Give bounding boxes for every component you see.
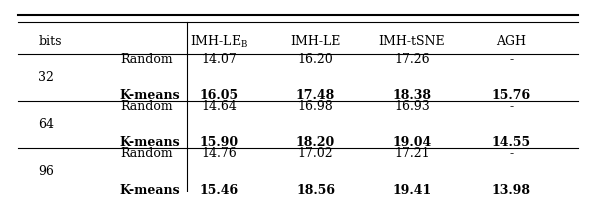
Text: 14.64: 14.64 (201, 100, 237, 113)
Text: 16.20: 16.20 (297, 53, 333, 66)
Text: 96: 96 (38, 165, 54, 179)
Text: 18.56: 18.56 (296, 184, 335, 197)
Text: IMH-LE$_\mathregular{B}$: IMH-LE$_\mathregular{B}$ (190, 34, 249, 50)
Text: 18.20: 18.20 (296, 136, 335, 150)
Text: bits: bits (38, 35, 61, 48)
Text: 32: 32 (38, 71, 54, 84)
Text: 19.04: 19.04 (392, 136, 432, 150)
Text: -: - (509, 147, 513, 160)
Text: 64: 64 (38, 118, 54, 131)
Text: 15.90: 15.90 (200, 136, 239, 150)
Text: -: - (509, 100, 513, 113)
Text: IMH-tSNE: IMH-tSNE (378, 35, 445, 48)
Text: K-means: K-means (120, 136, 181, 150)
Text: 16.93: 16.93 (394, 100, 430, 113)
Text: IMH-LE: IMH-LE (290, 35, 341, 48)
Text: K-means: K-means (120, 184, 181, 197)
Text: 17.02: 17.02 (298, 147, 333, 160)
Text: 13.98: 13.98 (492, 184, 530, 197)
Text: K-means: K-means (120, 89, 181, 102)
Text: 17.48: 17.48 (296, 89, 335, 102)
Text: 19.41: 19.41 (392, 184, 432, 197)
Text: 17.26: 17.26 (394, 53, 430, 66)
Text: 15.76: 15.76 (492, 89, 531, 102)
Text: 17.21: 17.21 (394, 147, 430, 160)
Text: 16.05: 16.05 (200, 89, 239, 102)
Text: 14.07: 14.07 (201, 53, 237, 66)
Text: Random: Random (120, 100, 172, 113)
Text: 16.98: 16.98 (297, 100, 333, 113)
Text: 18.38: 18.38 (392, 89, 432, 102)
Text: 14.55: 14.55 (492, 136, 531, 150)
Text: Random: Random (120, 53, 172, 66)
Text: Random: Random (120, 147, 172, 160)
Text: 15.46: 15.46 (200, 184, 239, 197)
Text: 14.76: 14.76 (201, 147, 237, 160)
Text: -: - (509, 53, 513, 66)
Text: AGH: AGH (496, 35, 526, 48)
